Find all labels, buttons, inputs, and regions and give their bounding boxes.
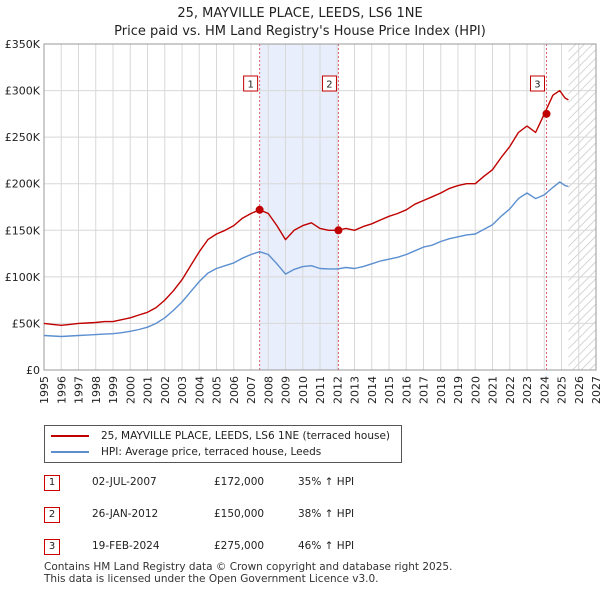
sale-row: 2 26-JAN-2012 £150,000 38% ↑ HPI — [44, 507, 564, 525]
x-tick-label: 2003 — [176, 376, 189, 404]
x-tick-label: 2021 — [487, 376, 500, 404]
plot-border — [43, 43, 597, 371]
y-tick-label: £0 — [26, 364, 40, 377]
legend-item-hpi: HPI: Average price, terraced house, Leed… — [51, 444, 321, 460]
x-tick-label: 2008 — [262, 376, 275, 404]
legend-label-property: 25, MAYVILLE PLACE, LEEDS, LS6 1NE (terr… — [101, 430, 391, 442]
x-tick-label: 2022 — [504, 376, 517, 404]
y-tick-label: £300K — [5, 85, 41, 98]
x-tick-label: 2009 — [280, 376, 293, 404]
y-tick-label: £250K — [5, 131, 41, 144]
x-tick-label: 2026 — [573, 376, 586, 404]
x-tick-label: 2005 — [211, 376, 224, 404]
sale-label-box — [243, 75, 259, 92]
x-tick-label: 1995 — [38, 376, 51, 404]
x-tick-label: 2023 — [521, 376, 534, 404]
y-tick-label: £200K — [5, 178, 41, 191]
x-tick-label: 2000 — [124, 376, 137, 404]
x-tick-label: 1998 — [90, 376, 103, 404]
x-tick-label: 2016 — [400, 376, 413, 404]
x-tick-label: 2006 — [228, 376, 241, 404]
x-tick-label: 2007 — [245, 376, 258, 404]
x-tick-label: 2002 — [159, 376, 172, 404]
sale-hpi-change: 46% ↑ HPI — [298, 540, 355, 552]
y-tick-label: £350K — [5, 38, 41, 51]
sale-row: 3 19-FEB-2024 £275,000 46% ↑ HPI — [44, 539, 564, 557]
sale-label-box — [321, 75, 337, 92]
sale-label-number: 3 — [534, 80, 540, 91]
x-tick-label: 2020 — [469, 376, 482, 404]
sale-point — [255, 205, 264, 214]
legend: 25, MAYVILLE PLACE, LEEDS, LS6 1NE (terr… — [44, 425, 402, 463]
x-tick-label: 2024 — [538, 376, 551, 404]
x-tick-label: 2010 — [297, 376, 310, 404]
x-tick-label: 2017 — [418, 376, 431, 404]
sale-point — [334, 226, 343, 235]
x-tick-label: 2015 — [383, 376, 396, 404]
x-tick-label: 2027 — [590, 376, 600, 404]
sale-date: 19-FEB-2024 — [92, 540, 160, 552]
footer-copyright: Contains HM Land Registry data © Crown c… — [44, 561, 453, 573]
sale-row: 1 02-JUL-2007 £172,000 35% ↑ HPI — [44, 475, 564, 493]
x-tick-label: 1999 — [107, 376, 120, 404]
chart-subtitle: Price paid vs. HM Land Registry's House … — [114, 24, 486, 39]
legend-item-property: 25, MAYVILLE PLACE, LEEDS, LS6 1NE (terr… — [51, 428, 390, 444]
x-tick-label: 1997 — [73, 376, 86, 404]
sale-price: £172,000 — [214, 476, 265, 488]
hpi-line — [43, 181, 569, 338]
y-tick-label: £100K — [5, 271, 41, 284]
x-tick-label: 2004 — [193, 376, 206, 404]
sale-number-badge: 1 — [44, 475, 60, 491]
price-chart: 1 2 3 1995 1996 1997 1998 1999 2000 2001 2002 2003 2… — [5, 38, 600, 404]
x-tick-label: 2025 — [556, 376, 569, 404]
legend-swatch-hpi — [51, 451, 89, 453]
ownership-shade — [259, 44, 339, 370]
sale-number-badge: 3 — [44, 539, 60, 555]
chart-title: 25, MAYVILLE PLACE, LEEDS, LS6 1NE — [177, 6, 423, 21]
property-price-line — [43, 89, 569, 326]
x-tick-label: 2014 — [366, 376, 379, 404]
sale-hpi-change: 38% ↑ HPI — [298, 508, 355, 520]
x-tick-label: 1996 — [55, 376, 68, 404]
x-tick-label: 2013 — [349, 376, 362, 404]
x-tick-label: 2001 — [142, 376, 155, 404]
y-tick-label: £50K — [12, 317, 41, 330]
y-tick-label: £150K — [5, 224, 41, 237]
sale-hpi-change: 35% ↑ HPI — [298, 476, 355, 488]
sale-label-box — [529, 75, 545, 92]
legend-swatch-property — [51, 435, 89, 437]
sale-date: 02-JUL-2007 — [92, 476, 157, 488]
x-tick-label: 2011 — [314, 376, 327, 404]
x-tick-label: 2018 — [435, 376, 448, 404]
legend-label-hpi: HPI: Average price, terraced house, Leed… — [101, 446, 322, 458]
sale-point — [542, 109, 551, 118]
x-tick-label: 2012 — [331, 376, 344, 404]
forecast-region — [568, 44, 596, 370]
sale-date: 26-JAN-2012 — [92, 508, 159, 520]
footer-licence: This data is licensed under the Open Gov… — [44, 573, 379, 585]
sale-price: £150,000 — [214, 508, 265, 520]
sale-label-number: 1 — [247, 80, 253, 91]
sale-label-number: 2 — [326, 80, 332, 91]
sale-price: £275,000 — [214, 540, 265, 552]
sale-number-badge: 2 — [44, 507, 60, 523]
x-tick-label: 2019 — [452, 376, 465, 404]
